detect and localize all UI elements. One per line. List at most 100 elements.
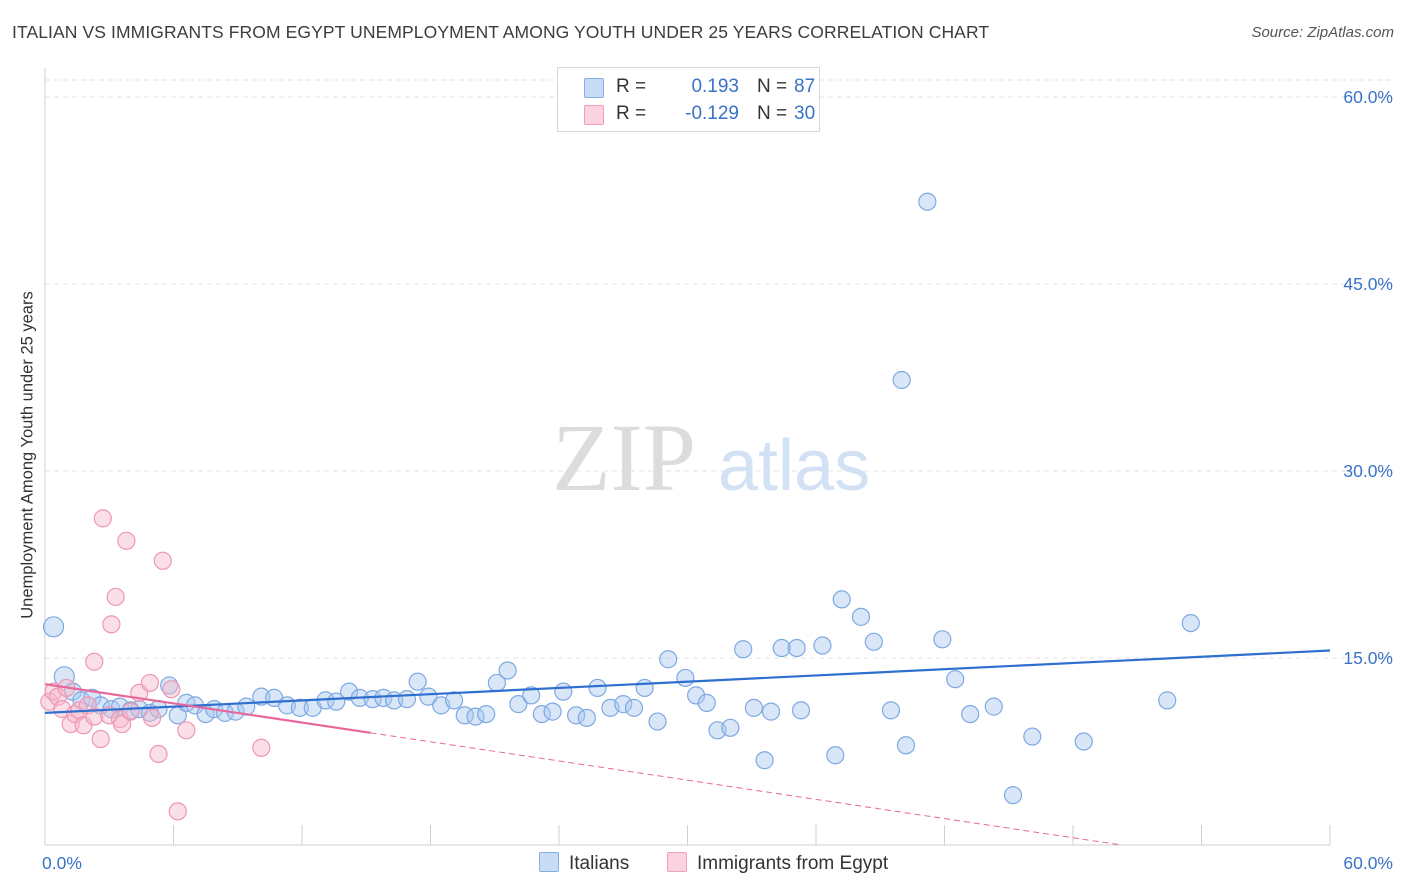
y-tick-label: 15.0% [1343, 648, 1393, 668]
egypt-point [93, 509, 112, 528]
egypt-trend-line [44, 683, 371, 734]
egypt-point [252, 738, 271, 757]
italians-point [697, 693, 716, 712]
italians-point [477, 704, 496, 724]
italians-trend-line [44, 649, 1331, 714]
italians-point [933, 630, 952, 649]
italians-point [1158, 691, 1177, 710]
italians-point [896, 736, 916, 755]
egypt-point [102, 615, 121, 634]
axes [44, 68, 1331, 846]
egypt-legend-label: Immigrants from Egypt [697, 853, 889, 874]
italians-point [397, 690, 417, 709]
italians-point [851, 607, 871, 626]
italians-point [686, 686, 706, 705]
italians-point [744, 698, 763, 717]
n-label: N = [757, 76, 788, 97]
italians-point [498, 661, 517, 680]
egypt-legend-swatch [667, 852, 687, 872]
egypt-point [168, 802, 187, 821]
italians-point [761, 702, 781, 721]
egypt-point [100, 706, 119, 725]
italians-point [408, 672, 427, 691]
n-value: 87 [794, 76, 816, 97]
bottom-legend-egypt: Immigrants from Egypt [667, 852, 888, 875]
italians-point [1003, 786, 1023, 805]
italians-point [290, 698, 309, 717]
egypt-point [149, 744, 168, 764]
italians-point [832, 590, 851, 609]
egypt-swatch [584, 105, 604, 125]
chart-title: ITALIAN VS IMMIGRANTS FROM EGYPT UNEMPLO… [12, 22, 990, 42]
y-axis-label: Unemployment Among Youth under 25 years [18, 291, 37, 619]
italians-point [509, 695, 528, 714]
italians-point [1181, 613, 1200, 633]
italians-point [787, 638, 806, 658]
egypt-point [177, 721, 196, 740]
italians-point [946, 670, 965, 689]
italians-point [588, 678, 607, 698]
italians-point [918, 192, 937, 211]
r-value: 0.193 [691, 76, 739, 97]
italians-point [624, 698, 644, 717]
italians-point [791, 701, 811, 720]
egypt-point [85, 652, 104, 671]
bottom-legend-italians: Italians [539, 852, 629, 875]
egypt-point [106, 587, 125, 607]
trend-lines [44, 649, 1331, 846]
egypt-point [91, 729, 110, 749]
italians-point [648, 712, 667, 731]
r-label: R = [616, 76, 647, 97]
egypt-point [153, 551, 172, 570]
r-value: -0.129 [685, 103, 739, 124]
italians-swatch [584, 78, 604, 98]
italians-point [567, 706, 586, 725]
tick-labels: 15.0% 30.0% 45.0% 60.0% 0.0% 60.0% [42, 87, 1393, 873]
italians-point [252, 687, 271, 706]
italians-point [734, 640, 753, 659]
egypt-point [162, 680, 181, 699]
italians-point [42, 616, 65, 638]
y-tick-label: 45.0% [1343, 274, 1393, 294]
italians-point [659, 650, 678, 669]
correlation-legend: R = 0.193 N = 87 R = -0.129 N = 30 [557, 67, 820, 132]
italians-point [676, 668, 695, 688]
italians-point [1023, 727, 1042, 746]
italians-point [522, 686, 541, 705]
italians-point [892, 370, 911, 390]
italians-point [340, 682, 359, 701]
egypt-point [140, 673, 160, 693]
italians-point [961, 704, 980, 724]
n-label: N = [757, 103, 788, 124]
italians-point [826, 746, 845, 765]
italians-point [444, 691, 464, 710]
italians-point [1074, 732, 1093, 751]
source-label: Source: ZipAtlas.com [1251, 24, 1394, 41]
italians-point [635, 678, 654, 698]
y-tick-label: 60.0% [1343, 87, 1393, 107]
x-tick-label: 60.0% [1343, 853, 1393, 873]
y-tick-label: 30.0% [1343, 461, 1393, 481]
italians-point [554, 682, 573, 701]
n-value: 30 [794, 103, 816, 124]
watermark-atlas: atlas [718, 426, 870, 506]
egypt-point [117, 531, 136, 550]
egypt-point [112, 714, 132, 734]
italians-point [614, 695, 633, 714]
egypt-point [61, 714, 80, 734]
italians-point [532, 704, 551, 724]
egypt-trend-line-extension [370, 732, 1122, 846]
egypt-point [142, 708, 162, 727]
egypt-point [85, 707, 104, 726]
italians-point [881, 701, 901, 720]
italians-point [864, 632, 883, 651]
italians-point [984, 697, 1003, 716]
italians-point [577, 708, 596, 727]
italians-point [327, 692, 346, 711]
x-tick-label: 0.0% [42, 853, 82, 873]
italians-point [419, 687, 438, 706]
italians-point [772, 638, 791, 658]
italians-point [755, 751, 774, 770]
italians-point [813, 636, 832, 655]
